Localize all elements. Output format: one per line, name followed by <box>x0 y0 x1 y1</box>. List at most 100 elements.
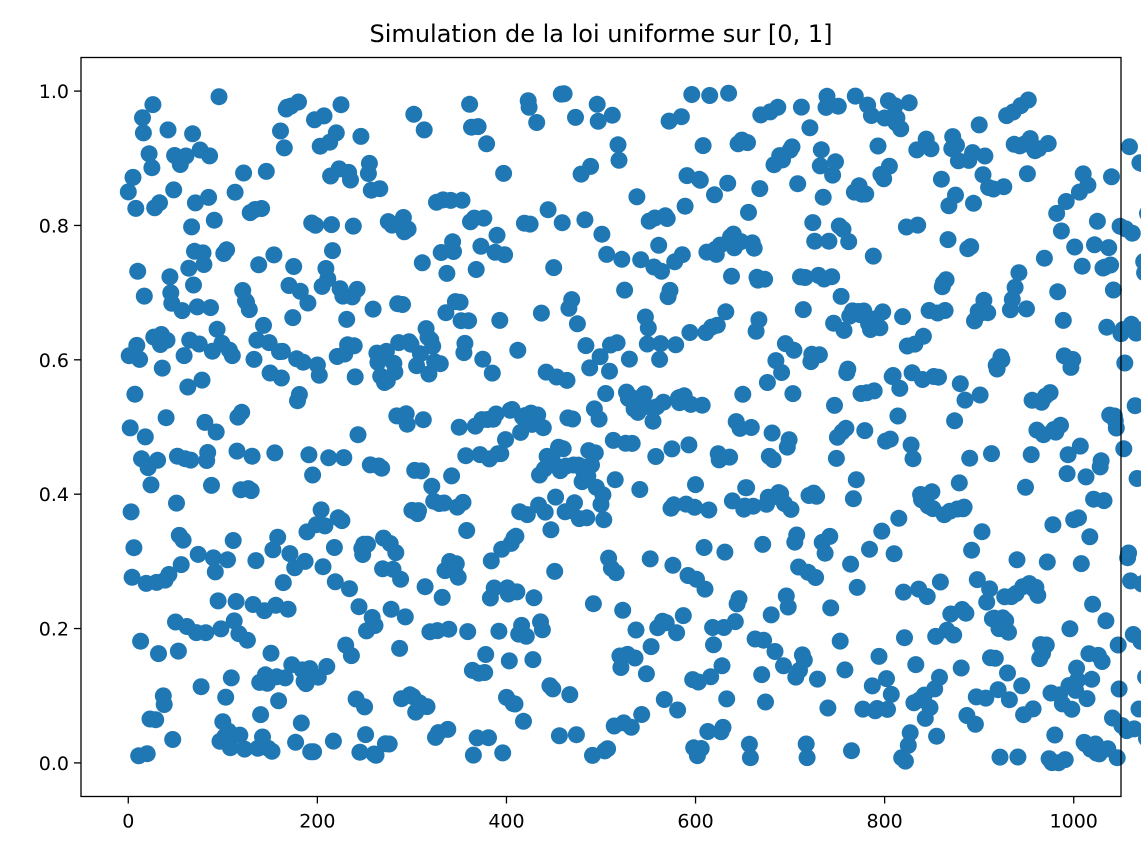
data-point <box>131 350 149 368</box>
data-point <box>661 281 679 299</box>
data-point <box>599 740 617 758</box>
data-point <box>627 621 645 639</box>
data-point <box>197 624 215 642</box>
data-point <box>482 552 500 570</box>
data-point <box>231 726 249 744</box>
data-point <box>832 287 850 305</box>
data-point <box>500 652 518 670</box>
data-point <box>694 137 712 155</box>
data-point <box>956 391 974 409</box>
data-point <box>757 693 774 711</box>
data-point <box>1018 165 1036 183</box>
data-point <box>534 419 552 437</box>
data-point <box>683 86 701 103</box>
data-point <box>963 541 981 559</box>
data-point <box>855 302 873 320</box>
data-point <box>338 310 356 328</box>
x-tick-label: 1000 <box>1050 811 1098 833</box>
data-point <box>692 740 710 757</box>
data-point <box>1095 492 1113 510</box>
data-point <box>140 145 158 163</box>
data-point <box>380 735 398 753</box>
data-point <box>212 620 230 638</box>
data-point <box>262 644 280 662</box>
data-point <box>245 350 263 368</box>
data-point <box>674 607 692 625</box>
data-point <box>1138 732 1141 745</box>
data-point <box>1109 636 1127 654</box>
data-point <box>273 342 291 360</box>
data-point <box>801 119 819 137</box>
data-point <box>663 440 681 458</box>
data-point <box>536 503 554 521</box>
data-point <box>741 749 759 767</box>
data-point <box>895 583 912 601</box>
data-point <box>785 341 803 359</box>
data-point <box>542 521 560 539</box>
data-point <box>882 685 900 703</box>
data-point <box>159 121 177 139</box>
data-point <box>814 188 832 206</box>
data-point <box>276 669 294 687</box>
data-point <box>638 335 656 353</box>
data-point <box>807 569 825 586</box>
data-point <box>304 466 322 484</box>
data-point <box>890 509 908 527</box>
data-point <box>292 714 310 732</box>
data-point <box>488 226 506 244</box>
data-point <box>811 157 829 175</box>
data-point <box>172 556 190 574</box>
data-point <box>1010 264 1028 282</box>
data-point <box>995 178 1013 196</box>
data-point <box>578 509 596 527</box>
data-point <box>480 729 497 747</box>
data-point <box>840 233 858 251</box>
data-point <box>396 608 414 626</box>
data-point <box>179 378 197 396</box>
data-point <box>373 459 391 477</box>
data-point <box>1000 623 1017 641</box>
data-point <box>257 162 275 180</box>
data-point <box>1057 193 1075 210</box>
data-point <box>989 681 1007 699</box>
data-point <box>609 136 627 154</box>
data-point <box>835 321 853 339</box>
data-point <box>979 304 997 322</box>
data-point <box>651 350 669 368</box>
data-point <box>242 482 260 500</box>
data-point <box>121 419 139 437</box>
data-point <box>686 498 704 516</box>
data-point <box>1022 446 1040 464</box>
x-tick-label: 600 <box>677 811 713 833</box>
data-point <box>928 727 946 745</box>
data-point <box>219 551 236 569</box>
data-point <box>758 374 776 391</box>
data-point <box>223 347 241 365</box>
data-point <box>236 740 254 758</box>
data-point <box>324 242 341 260</box>
data-point <box>970 116 988 134</box>
data-point <box>740 735 758 753</box>
data-point <box>955 498 973 516</box>
data-point <box>614 601 632 619</box>
data-point <box>610 151 628 169</box>
data-point <box>274 574 292 592</box>
data-point <box>669 701 687 719</box>
data-point <box>188 298 206 316</box>
data-point <box>1134 155 1141 173</box>
data-point <box>157 409 175 427</box>
data-point <box>1137 669 1141 685</box>
data-point <box>318 658 336 675</box>
data-point <box>843 742 860 760</box>
data-point <box>528 114 546 131</box>
data-point <box>182 451 200 469</box>
data-point <box>1061 620 1079 638</box>
data-point <box>717 303 735 321</box>
data-point <box>794 301 812 319</box>
data-point <box>608 334 626 352</box>
data-point <box>1104 281 1122 299</box>
data-point <box>443 467 461 485</box>
data-point <box>612 659 630 676</box>
data-point <box>894 308 912 326</box>
data-point <box>744 497 762 515</box>
